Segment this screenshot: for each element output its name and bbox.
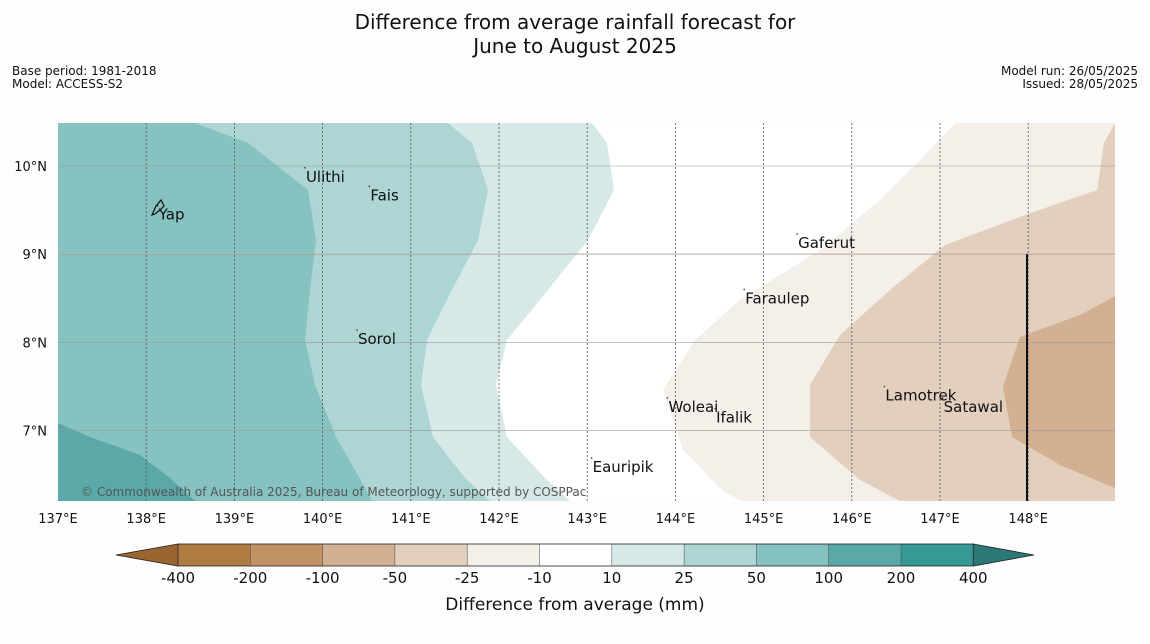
grid-lines xyxy=(145,123,1029,501)
colorbar-tick-label: 100 xyxy=(814,569,843,587)
colorbar-tick-label: -400 xyxy=(161,569,195,587)
lon-axis: 137°E 138°E 139°E 140°E 141°E 142°E 143°E 144°E… xyxy=(38,512,1048,527)
lat-tick-label: 10°N xyxy=(14,160,47,175)
title-line-2: June to August 2025 xyxy=(473,34,677,58)
title-line-1: Difference from average rainfall forecas… xyxy=(354,10,796,34)
colorbar-extend-high xyxy=(972,543,1035,567)
colorbar-tick-label: 400 xyxy=(959,569,988,587)
place-label: Satawal xyxy=(944,398,1003,416)
colorbar-tick-label: -25 xyxy=(455,569,480,587)
place-label: Yap xyxy=(158,206,185,224)
colorbar-segment xyxy=(250,544,324,566)
colorbar-segment xyxy=(684,544,757,566)
place-label: Ifalik xyxy=(716,409,752,427)
place-marker xyxy=(883,385,886,388)
lat-tick-label: 8°N xyxy=(23,336,48,351)
place-marker xyxy=(368,185,371,188)
lon-tick-label: 144°E xyxy=(656,512,696,527)
colorbar-segment xyxy=(467,544,540,566)
map-title: Difference from average rainfall forecas… xyxy=(0,10,1150,58)
model-run: Model run: 26/05/2025 xyxy=(1000,64,1138,78)
place-marker xyxy=(743,288,745,291)
place-label: Fais xyxy=(370,186,399,204)
place-marker xyxy=(590,457,593,459)
map-panel xyxy=(58,123,1115,501)
model-name: Model: ACCESS-S2 xyxy=(12,77,124,91)
lon-tick-label: 138°E xyxy=(126,512,166,527)
lat-axis: 10°N 9°N 8°N 7°N xyxy=(14,160,47,440)
colorbar-tick-label: -50 xyxy=(383,569,408,587)
place-marker xyxy=(304,166,306,169)
place-labels: Ulithi Fais Yap Gaferut Faraulep Sorol WoleaiI… xyxy=(156,166,1003,476)
meta-left: Base period: 1981-2018 Model: ACCESS-S2 xyxy=(12,65,157,91)
copyright-notice: © Commonwealth of Australia 2025, Bureau… xyxy=(81,485,586,499)
lat-grid xyxy=(58,165,1115,431)
lon-tick-label: 143°E xyxy=(567,512,607,527)
lon-tick-label: 140°E xyxy=(303,512,343,527)
place-marker xyxy=(356,329,358,331)
colorbar-segment xyxy=(539,544,613,566)
place-label: Gaferut xyxy=(798,234,855,252)
lon-tick-label: 146°E xyxy=(832,512,872,527)
colorbar-tick-label: 25 xyxy=(675,569,694,587)
place-label: Eauripik xyxy=(593,458,654,476)
lon-tick-label: 148°E xyxy=(1008,512,1048,527)
colorbar-tick-label: -200 xyxy=(233,569,267,587)
place-marker xyxy=(666,397,669,399)
place-label: Ulithi xyxy=(306,168,345,186)
meta-right: Model run: 26/05/2025 Issued: 28/05/2025 xyxy=(1001,65,1138,91)
lon-tick-label: 145°E xyxy=(744,512,784,527)
colorbar-tick-label: -10 xyxy=(527,569,552,587)
colorbar-tick-label: 10 xyxy=(602,569,621,587)
lat-tick-label: 9°N xyxy=(23,248,48,263)
colorbar-segment xyxy=(611,544,685,566)
lon-tick-label: 147°E xyxy=(920,512,960,527)
colorbar-segment xyxy=(178,544,251,566)
colorbar-tick-label: 50 xyxy=(747,569,766,587)
colorbar: -400 -200 -100 -50 -25 -10 10 25 50 100 200 400 xyxy=(115,543,1035,587)
colorbar-segment xyxy=(394,544,468,566)
place-label: Lamotrek xyxy=(885,387,956,405)
yap-island xyxy=(150,198,165,216)
lon-tick-label: 139°E xyxy=(215,512,255,527)
place-marker xyxy=(796,233,798,235)
lon-tick-label: 141°E xyxy=(391,512,431,527)
colorbar-segment xyxy=(756,544,830,566)
colorbar-segment xyxy=(322,544,396,566)
place-marker xyxy=(941,398,943,400)
band-50-100 xyxy=(58,123,372,501)
lon-tick-label: 142°E xyxy=(479,512,519,527)
place-marker xyxy=(714,407,716,410)
lat-tick-label: 7°N xyxy=(23,425,48,440)
place-marker xyxy=(156,204,159,207)
place-label: Faraulep xyxy=(745,289,809,307)
lon-tick-label: 137°E xyxy=(38,512,78,527)
issued-date: Issued: 28/05/2025 xyxy=(1022,77,1138,91)
band-100-200 xyxy=(58,423,195,501)
place-label: Woleai xyxy=(668,398,718,416)
colorbar-extend-low xyxy=(115,543,179,567)
colorbar-segment xyxy=(828,544,902,566)
colorbar-title: Difference from average (mm) xyxy=(445,595,704,615)
base-period: Base period: 1981-2018 xyxy=(12,64,157,78)
colorbar-tick-label: -100 xyxy=(306,569,340,587)
colorbar-tick-label: 200 xyxy=(887,569,916,587)
place-label: Sorol xyxy=(358,330,396,348)
colorbar-segment xyxy=(901,544,974,566)
band-minus100-minus50 xyxy=(1003,296,1115,488)
